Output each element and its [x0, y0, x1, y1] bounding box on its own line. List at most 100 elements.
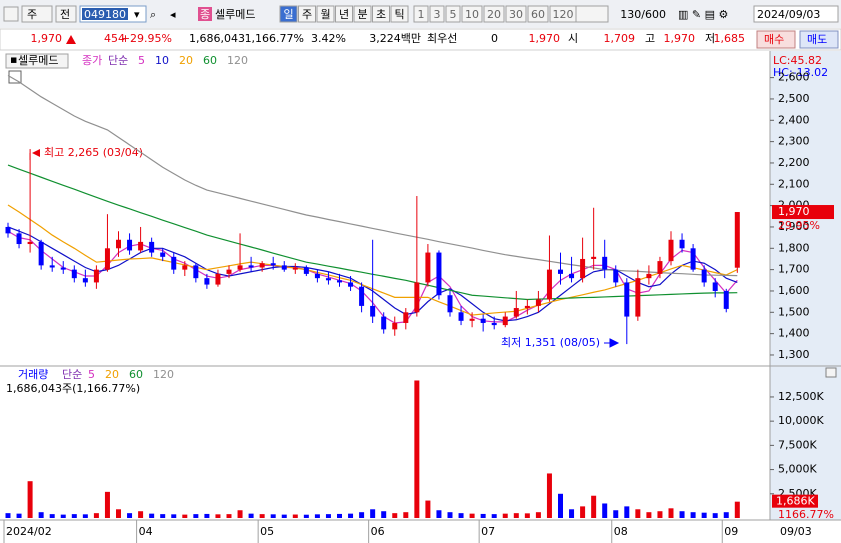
legend-entry: 20 [105, 368, 119, 381]
tag: 종 [200, 8, 210, 21]
calendar-icon[interactable] [8, 70, 22, 84]
y-tick-label: 1,500 [778, 305, 810, 318]
candle-body [425, 252, 431, 283]
buy[interactable]: 매수 [764, 33, 784, 46]
market: 주 [27, 8, 37, 21]
interval-button[interactable] [413, 5, 429, 23]
x-tick-label: 08 [614, 525, 628, 538]
period-button[interactable] [353, 5, 372, 23]
last-price: 1,970 [778, 205, 810, 218]
period-button[interactable] [390, 5, 409, 23]
volume-bar [5, 513, 11, 518]
candle-body [392, 322, 398, 330]
candle-body [624, 282, 630, 317]
period: 초 [376, 8, 386, 21]
period-button[interactable] [335, 5, 353, 23]
low-label: 저 [705, 32, 715, 45]
volume-bar [458, 513, 464, 518]
period-button[interactable] [372, 5, 390, 23]
candle-body [635, 278, 641, 317]
search-icon[interactable]: ⌕ [150, 8, 156, 21]
count: 130/600 [620, 8, 666, 21]
volume-bar [281, 514, 287, 518]
turnover: 3.42% [311, 32, 346, 45]
candle-body [712, 282, 718, 291]
interval-button[interactable] [429, 5, 445, 23]
x-tick-label: 05 [260, 525, 274, 538]
candle-body [436, 252, 442, 296]
legend-entry: 10 [155, 54, 169, 67]
candle-body [193, 265, 199, 279]
candle-body [127, 239, 133, 251]
candle-body [160, 252, 166, 257]
candle-body [513, 308, 519, 317]
prev-button[interactable] [55, 5, 77, 23]
panel-button[interactable] [825, 367, 837, 378]
volume-bar [38, 512, 44, 518]
candle-body [82, 278, 88, 283]
buy-button[interactable] [756, 30, 796, 49]
period-button[interactable] [279, 5, 298, 23]
candle-body [348, 282, 354, 287]
volume-bar [27, 481, 33, 518]
market-select[interactable] [21, 5, 53, 23]
menu-icon[interactable] [3, 6, 19, 22]
legend-entry: 5 [138, 54, 145, 67]
candle-body [580, 258, 586, 279]
y-tick-label: 12,500K [778, 390, 824, 403]
change-rate: +29.95% [121, 32, 172, 45]
volume-bar [602, 503, 608, 518]
period-button[interactable] [316, 5, 335, 23]
change: 454 [104, 32, 125, 45]
candle-body [403, 312, 409, 323]
legend-method: 단순 [108, 54, 128, 67]
volume-bar [127, 513, 133, 518]
y-tick-label: 2,500 [778, 92, 810, 105]
candle-body [16, 233, 22, 245]
interval-button[interactable] [549, 5, 577, 23]
candle-body [215, 273, 221, 285]
speaker-icon[interactable]: ◂ [170, 8, 176, 21]
interval: 5 [450, 8, 457, 21]
candle-body [690, 248, 696, 270]
tool-icons[interactable]: ▥ ✎ ▤ ⚙ [678, 8, 728, 21]
interval-button[interactable] [505, 5, 527, 23]
sell[interactable]: 매도 [807, 33, 827, 46]
period-button[interactable] [298, 5, 316, 23]
volume-title: 거래량 [18, 368, 48, 381]
dropdown-arrow[interactable]: ▾ [134, 8, 140, 21]
volume-bar [436, 510, 442, 518]
volume-bar [104, 491, 110, 518]
y-tick-label: 7,500K [778, 438, 817, 451]
interval-button[interactable] [483, 5, 505, 23]
y-tick-label: 1,700 [778, 263, 810, 276]
candle-body [93, 269, 99, 283]
legend-name-box[interactable] [5, 53, 69, 69]
legend-icon: ▪ [10, 53, 17, 66]
candle-body [602, 256, 608, 270]
low-annotation: 최저 1,351 (08/05) [501, 336, 600, 349]
interval-button[interactable] [445, 5, 461, 23]
sell-button[interactable] [799, 30, 839, 49]
interval-button[interactable] [461, 5, 483, 23]
volume-bar [270, 514, 276, 518]
interval-button[interactable] [527, 5, 549, 23]
legend-name: 셀루메드 [18, 54, 58, 67]
low: 1,685 [714, 32, 746, 45]
volume-bar [657, 511, 663, 518]
volume-bar [469, 513, 475, 518]
candle-body [5, 226, 11, 234]
y-tick-label: 1,400 [778, 327, 810, 340]
candle-body [657, 261, 663, 274]
candle-body [668, 239, 674, 262]
interval: 120 [553, 8, 574, 21]
candle-body [591, 256, 597, 259]
interval-input[interactable] [575, 5, 609, 23]
candle-body [447, 295, 453, 313]
candle-body [359, 286, 365, 306]
date-box[interactable] [753, 5, 839, 23]
period: 월 [320, 8, 330, 21]
interval: 10 [465, 8, 479, 21]
low-arrow [604, 338, 620, 348]
